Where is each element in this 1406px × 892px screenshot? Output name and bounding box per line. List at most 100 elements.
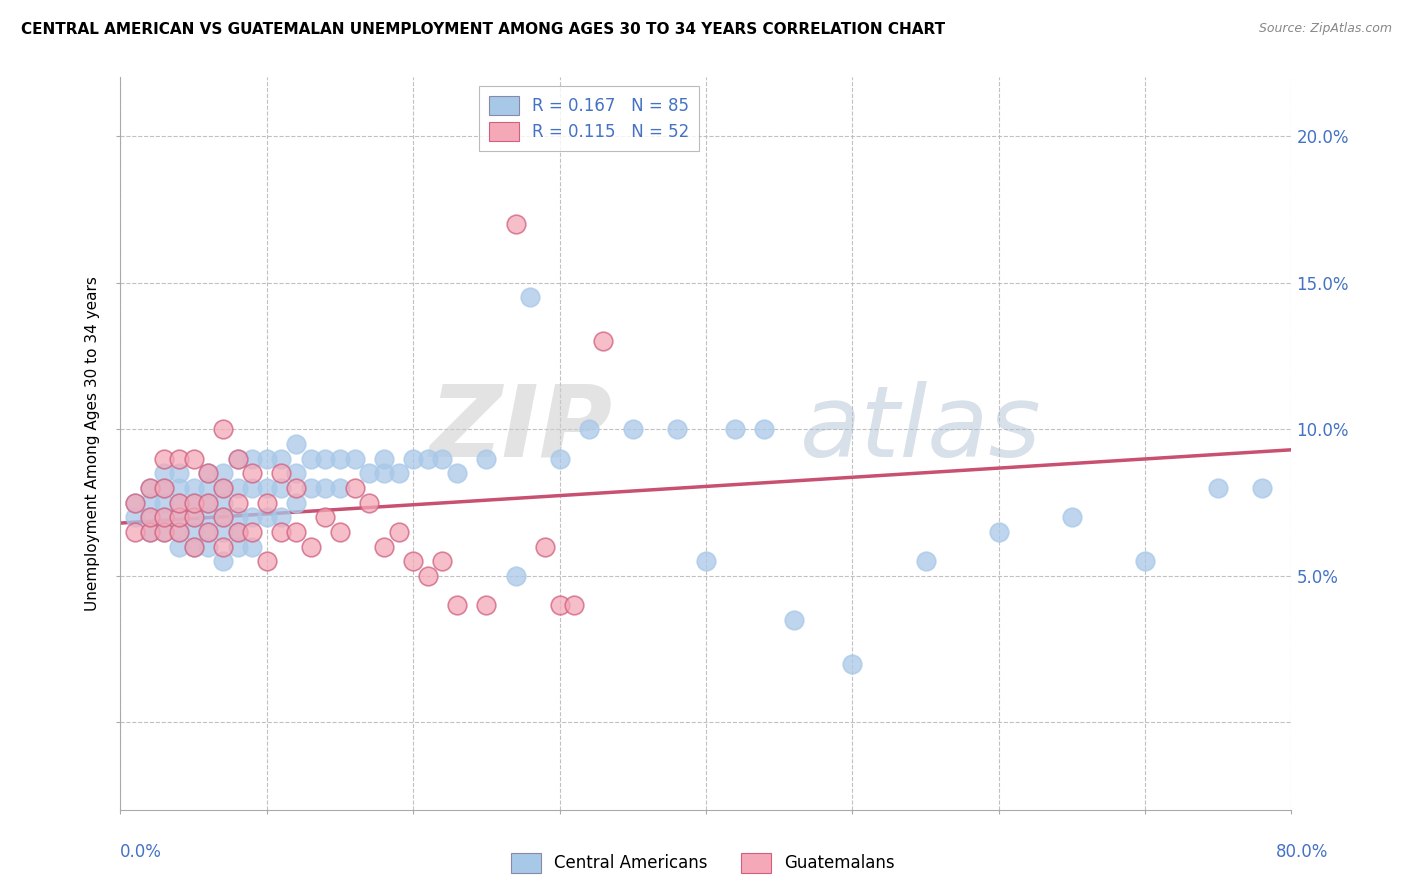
Point (285, 467, 308, 481)
Point (212, 481, 235, 495)
Point (416, 451, 439, 466)
Point (226, 451, 249, 466)
Point (359, 495, 381, 509)
Point (475, 598, 498, 612)
Point (240, 540, 263, 554)
Point (343, 481, 366, 495)
Point (197, 524, 219, 539)
Point (197, 467, 219, 481)
Point (1060, 510, 1083, 524)
Point (534, 540, 557, 554)
Point (562, 598, 585, 612)
Point (329, 451, 352, 466)
Point (226, 524, 249, 539)
Point (314, 481, 336, 495)
Point (270, 467, 292, 481)
Point (256, 510, 278, 524)
Point (285, 524, 308, 539)
Point (519, 290, 541, 304)
Point (329, 524, 352, 539)
Point (167, 524, 190, 539)
Point (432, 451, 454, 466)
Point (138, 524, 160, 539)
Point (285, 481, 308, 495)
Text: atlas: atlas (800, 381, 1042, 478)
Point (167, 481, 190, 495)
Point (138, 510, 160, 524)
Point (256, 495, 278, 509)
Point (387, 524, 409, 539)
Point (212, 510, 235, 524)
Point (183, 495, 205, 509)
Point (167, 510, 190, 524)
Point (548, 451, 571, 466)
Point (475, 451, 498, 466)
Point (416, 569, 439, 583)
Point (359, 467, 381, 481)
Point (167, 540, 190, 554)
Point (285, 437, 308, 451)
Point (138, 481, 160, 495)
Point (124, 524, 146, 539)
Text: 0.0%: 0.0% (120, 843, 162, 861)
Point (197, 495, 219, 509)
Point (343, 451, 366, 466)
Point (197, 467, 219, 481)
Point (592, 334, 614, 349)
Point (124, 495, 146, 509)
Point (153, 451, 176, 466)
Point (183, 510, 205, 524)
Point (167, 495, 190, 509)
Point (183, 540, 205, 554)
Point (197, 540, 219, 554)
Point (270, 510, 292, 524)
Point (256, 554, 278, 568)
Point (153, 467, 176, 481)
Point (783, 613, 806, 627)
Point (153, 481, 176, 495)
Point (212, 510, 235, 524)
Point (138, 524, 160, 539)
Point (197, 524, 219, 539)
Point (841, 657, 863, 671)
Point (299, 540, 322, 554)
Point (240, 510, 263, 524)
Point (987, 524, 1010, 539)
Point (402, 451, 425, 466)
Point (197, 481, 219, 495)
Point (256, 451, 278, 466)
Point (314, 451, 336, 466)
Point (446, 467, 468, 481)
Point (1206, 481, 1229, 495)
Legend: R = 0.167   N = 85, R = 0.115   N = 52: R = 0.167 N = 85, R = 0.115 N = 52 (478, 86, 699, 151)
Point (754, 422, 776, 436)
Point (270, 481, 292, 495)
Point (153, 481, 176, 495)
Point (212, 524, 235, 539)
Point (124, 495, 146, 509)
Point (226, 510, 249, 524)
Point (226, 481, 249, 495)
Y-axis label: Unemployment Among Ages 30 to 34 years: Unemployment Among Ages 30 to 34 years (86, 277, 100, 611)
Point (373, 540, 395, 554)
Point (183, 510, 205, 524)
Point (153, 510, 176, 524)
Point (270, 451, 292, 466)
Point (665, 422, 688, 436)
Point (183, 495, 205, 509)
Point (167, 451, 190, 466)
Point (167, 467, 190, 481)
Point (212, 422, 235, 436)
Point (226, 540, 249, 554)
Point (153, 495, 176, 509)
Point (153, 510, 176, 524)
Point (183, 481, 205, 495)
Point (212, 481, 235, 495)
Point (299, 481, 322, 495)
Point (299, 451, 322, 466)
Point (226, 524, 249, 539)
Text: 80.0%: 80.0% (1277, 843, 1329, 861)
Point (373, 467, 395, 481)
Point (402, 554, 425, 568)
Text: ZIP: ZIP (429, 381, 612, 478)
